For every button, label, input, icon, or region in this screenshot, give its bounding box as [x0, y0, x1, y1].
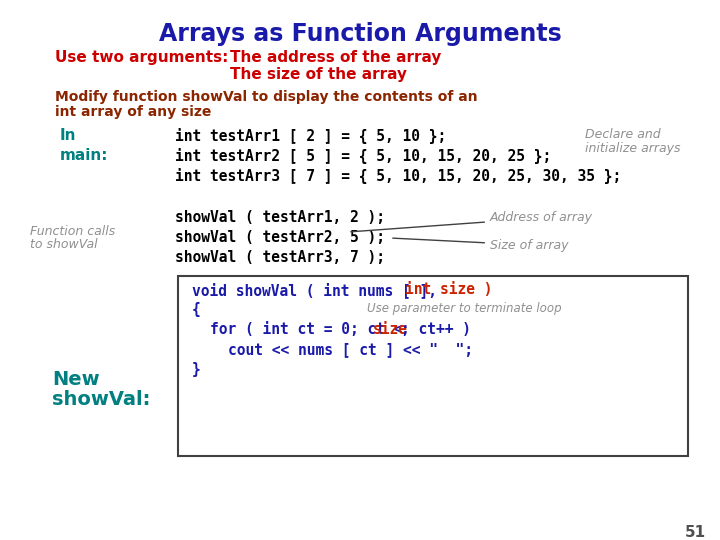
FancyBboxPatch shape [178, 276, 688, 456]
Text: main:: main: [60, 148, 109, 163]
Text: {: { [192, 302, 201, 317]
Text: Function calls: Function calls [30, 225, 115, 238]
Text: Use two arguments:: Use two arguments: [55, 50, 228, 65]
Text: for ( int ct = 0; ct <: for ( int ct = 0; ct < [210, 322, 411, 337]
Text: The size of the array: The size of the array [230, 67, 407, 82]
Text: int testArr1 [ 2 ] = { 5, 10 };: int testArr1 [ 2 ] = { 5, 10 }; [175, 128, 446, 144]
Text: Address of array: Address of array [351, 212, 593, 232]
Text: to showVal: to showVal [30, 238, 98, 251]
Text: 51: 51 [685, 525, 706, 540]
Text: Use parameter to terminate loop: Use parameter to terminate loop [367, 302, 562, 315]
Text: Modify function showVal to display the contents of an: Modify function showVal to display the c… [55, 90, 477, 104]
Text: size: size [373, 322, 408, 337]
Text: showVal ( testArr1, 2 );: showVal ( testArr1, 2 ); [175, 210, 385, 225]
Text: int array of any size: int array of any size [55, 105, 212, 119]
Text: void showVal ( int nums [ ],: void showVal ( int nums [ ], [192, 282, 446, 298]
Text: Declare and: Declare and [585, 128, 661, 141]
Text: int size ): int size ) [405, 282, 492, 297]
Text: Size of array: Size of array [393, 238, 569, 252]
Text: int testArr2 [ 5 ] = { 5, 10, 15, 20, 25 };: int testArr2 [ 5 ] = { 5, 10, 15, 20, 25… [175, 148, 552, 164]
Text: In: In [60, 128, 76, 143]
Text: initialize arrays: initialize arrays [585, 142, 680, 155]
Text: Arrays as Function Arguments: Arrays as Function Arguments [158, 22, 562, 46]
Text: ; ct++ ): ; ct++ ) [401, 322, 471, 337]
Text: }: } [192, 362, 201, 377]
Text: cout << nums [ ct ] << "  ";: cout << nums [ ct ] << " "; [228, 342, 473, 357]
Text: New: New [52, 370, 99, 389]
Text: The address of the array: The address of the array [230, 50, 441, 65]
Text: showVal ( testArr3, 7 );: showVal ( testArr3, 7 ); [175, 250, 385, 265]
Text: showVal:: showVal: [52, 390, 150, 409]
Text: int testArr3 [ 7 ] = { 5, 10, 15, 20, 25, 30, 35 };: int testArr3 [ 7 ] = { 5, 10, 15, 20, 25… [175, 168, 621, 184]
Text: showVal ( testArr2, 5 );: showVal ( testArr2, 5 ); [175, 230, 385, 245]
